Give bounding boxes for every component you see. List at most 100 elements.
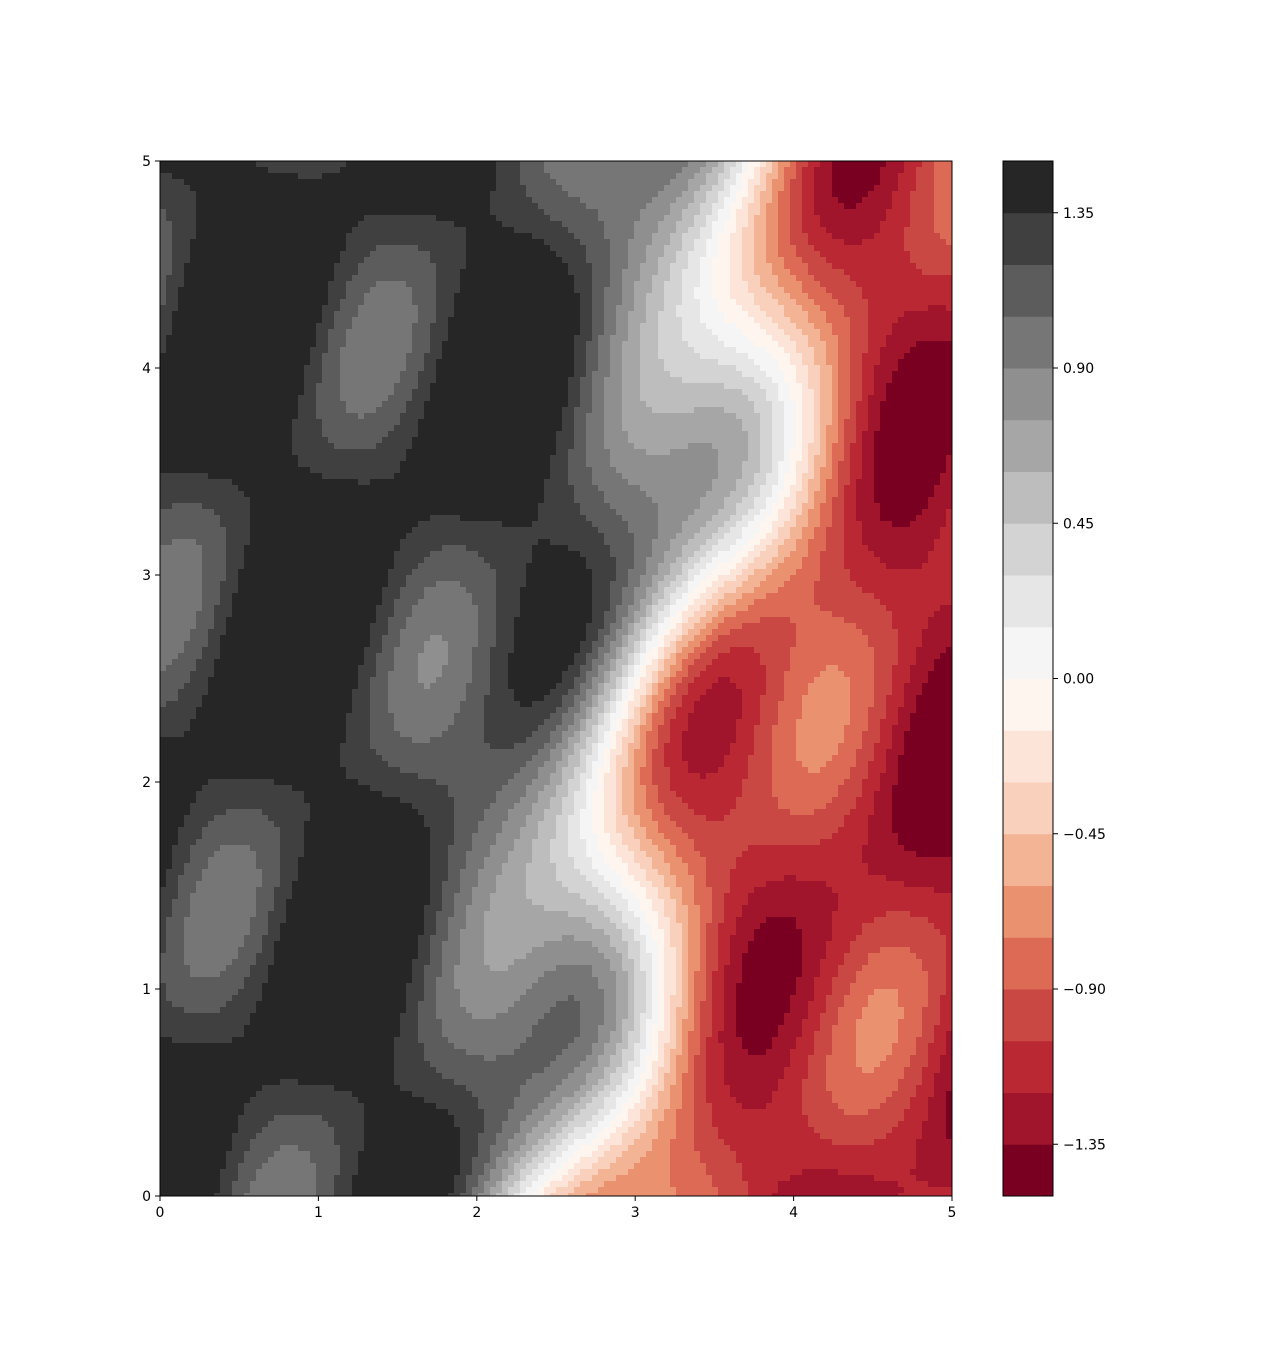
contour-cell — [418, 269, 425, 276]
contour-cell — [418, 251, 425, 258]
contour-cell — [574, 341, 581, 348]
contour-cell — [946, 191, 952, 198]
contour-cell — [448, 257, 455, 264]
contour-cell — [676, 227, 683, 234]
contour-cell — [712, 203, 719, 210]
contour-cell — [844, 257, 851, 264]
contour-cell — [538, 179, 545, 186]
contour-cell — [250, 233, 257, 240]
contour-cell — [784, 185, 791, 192]
contour-cell — [736, 245, 743, 252]
contour-cell — [688, 239, 695, 246]
contour-cell — [556, 275, 563, 282]
contour-cell — [898, 179, 905, 186]
contour-cell — [856, 323, 863, 330]
contour-cell — [790, 233, 797, 240]
contour-cell — [406, 281, 413, 288]
contour-cell — [280, 185, 287, 192]
contour-cell — [844, 197, 851, 204]
contour-cell — [412, 287, 419, 294]
contour-cell — [760, 299, 767, 306]
contour-cell — [898, 323, 905, 330]
contour-cell — [568, 383, 575, 390]
contour-cell — [634, 311, 641, 318]
contour-cell — [868, 329, 875, 336]
contour-cell — [406, 311, 413, 318]
contour-cell — [784, 203, 791, 210]
contour-cell — [766, 185, 773, 192]
contour-cell — [628, 227, 635, 234]
contour-cell — [634, 203, 641, 210]
contour-cell — [424, 311, 431, 318]
contour-cell — [796, 221, 803, 228]
contour-cell — [496, 359, 503, 366]
contour-cell — [820, 167, 827, 174]
contour-cell — [442, 353, 449, 360]
contour-cell — [904, 215, 911, 222]
contour-cell — [394, 329, 401, 336]
contour-cell — [814, 221, 821, 228]
contour-cell — [496, 167, 503, 174]
contour-cell — [670, 353, 677, 360]
contour-cell — [598, 179, 605, 186]
contour-cell — [670, 335, 677, 342]
contour-cell — [904, 359, 911, 366]
contour-cell — [190, 305, 197, 312]
contour-cell — [946, 221, 952, 228]
contour-cell — [202, 161, 209, 168]
contour-cell — [928, 227, 935, 234]
contour-cell — [220, 317, 227, 324]
contour-cell — [364, 371, 371, 378]
contour-cell — [412, 245, 419, 252]
contour-cell — [682, 161, 689, 168]
contour-cell — [244, 347, 251, 354]
contour-cell — [220, 305, 227, 312]
contour-cell — [346, 167, 353, 174]
contour-cell — [256, 293, 263, 300]
contour-cell — [202, 197, 209, 204]
contour-cell — [256, 173, 263, 180]
contour-cell — [550, 335, 557, 342]
contour-cell — [448, 233, 455, 240]
contour-cell — [292, 377, 299, 384]
contour-cell — [220, 179, 227, 186]
contour-cell — [598, 239, 605, 246]
contour-cell — [562, 317, 569, 324]
contour-cell — [346, 251, 353, 258]
contour-cell — [232, 383, 239, 390]
contour-cell — [334, 203, 341, 210]
contour-cell — [892, 215, 899, 222]
contour-cell — [892, 311, 899, 318]
contour-cell — [796, 215, 803, 222]
contour-cell — [694, 335, 701, 342]
contour-cell — [628, 353, 635, 360]
contour-cell — [934, 251, 941, 258]
contour-cell — [718, 347, 725, 354]
contour-cell — [274, 245, 281, 252]
contour-cell — [850, 185, 857, 192]
contour-cell — [340, 305, 347, 312]
contour-cell — [412, 167, 419, 174]
contour-cell — [940, 269, 947, 276]
contour-cell — [604, 227, 611, 234]
contour-cell — [430, 275, 437, 282]
contour-cell — [478, 353, 485, 360]
contour-cell — [760, 383, 767, 390]
contour-cell — [394, 215, 401, 222]
contour-cell — [238, 239, 245, 246]
contour-cell — [556, 233, 563, 240]
contour-cell — [586, 239, 593, 246]
contour-cell — [646, 257, 653, 264]
contour-cell — [454, 245, 461, 252]
contour-cell — [214, 281, 221, 288]
contour-cell — [580, 293, 587, 300]
contour-cell — [190, 281, 197, 288]
contour-cell — [934, 299, 941, 306]
contour-cell — [280, 257, 287, 264]
contour-cell — [622, 293, 629, 300]
contour-cell — [172, 269, 179, 276]
contour-cell — [478, 263, 485, 270]
contour-cell — [340, 299, 347, 306]
contour-cell — [772, 197, 779, 204]
contour-cell — [304, 287, 311, 294]
